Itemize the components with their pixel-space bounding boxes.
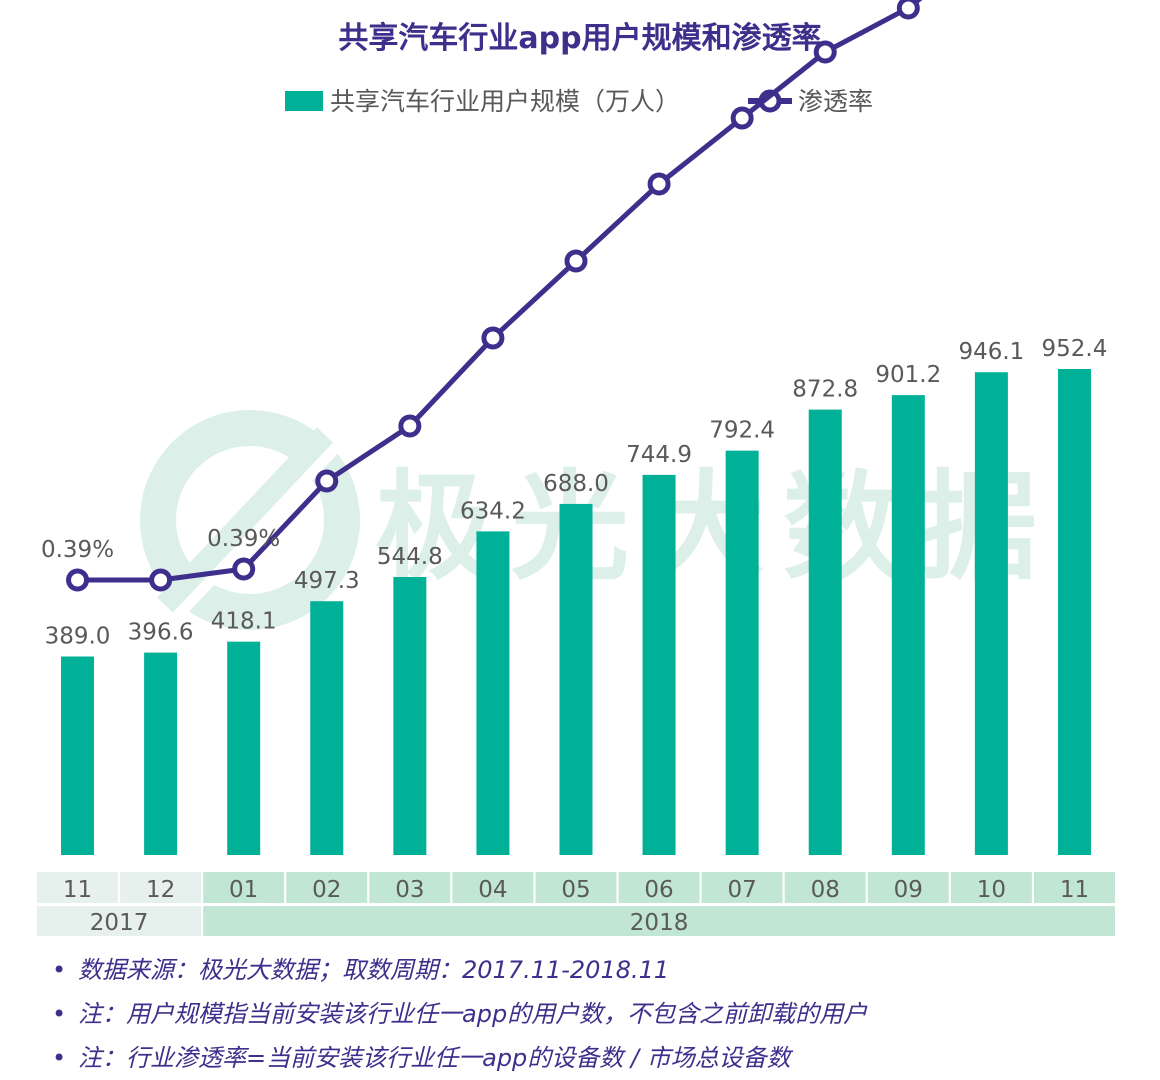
bar-11: [974, 372, 1008, 855]
bar-value-label-11: 946.1: [958, 339, 1024, 365]
line-point-4: [398, 414, 422, 438]
line-point-9: [813, 40, 837, 64]
month-tick-label-7: 06: [644, 877, 673, 903]
month-tick-label-5: 04: [478, 877, 507, 903]
month-cell-0: [35, 870, 121, 905]
bar-value-label-6: 688.0: [543, 471, 609, 497]
month-tick-label-2: 01: [229, 877, 258, 903]
chart-title: 共享汽车行业app用户规模和渗透率: [338, 21, 821, 56]
month-cell-1: [118, 870, 204, 905]
month-tick-label-3: 02: [312, 877, 341, 903]
month-tick-label-1: 12: [146, 877, 175, 903]
bar-10: [891, 395, 925, 855]
month-tick-label-12: 11: [1060, 877, 1089, 903]
bar-value-label-9: 872.8: [792, 377, 858, 403]
bar-6: [559, 503, 593, 855]
line-point-0: [66, 568, 90, 592]
note-source: • 数据来源：极光大数据；取数周期：2017.11-2018.11: [52, 956, 670, 984]
legend: 共享汽车行业用户规模（万人） 渗透率: [285, 87, 873, 116]
bar-12: [1057, 369, 1091, 855]
line-point-2: [232, 557, 256, 581]
note-penetration: • 注：行业渗透率=当前安装该行业任一app的设备数 / 市场总设备数: [52, 1044, 791, 1072]
bar-4: [393, 576, 427, 855]
bar-2: [227, 641, 261, 855]
line-point-10: [896, 0, 920, 20]
month-tick-label-10: 09: [894, 877, 923, 903]
bar-value-label-2: 418.1: [211, 609, 277, 635]
line-point-3: [315, 469, 339, 493]
month-cell-3: [284, 870, 370, 905]
line-value-label-0: 0.39%: [41, 537, 114, 563]
bar-value-label-12: 952.4: [1042, 336, 1108, 362]
legend-bar-label: 共享汽车行业用户规模（万人）: [330, 87, 680, 116]
month-tick-label-6: 05: [561, 877, 590, 903]
month-tick-label-4: 03: [395, 877, 424, 903]
year-cell-1: [201, 904, 1117, 938]
line-point-7: [647, 172, 671, 196]
line-point-1: [149, 568, 173, 592]
bar-7: [642, 474, 676, 855]
bar-value-label-0: 389.0: [45, 623, 111, 649]
line-value-label-2: 0.39%: [207, 526, 280, 552]
bar-value-label-8: 792.4: [709, 418, 775, 444]
bar-value-label-3: 497.3: [294, 568, 360, 594]
legend-line-label: 渗透率: [798, 87, 873, 116]
bar-5: [476, 531, 510, 855]
month-cell-4: [367, 870, 453, 905]
month-tick-label-9: 08: [811, 877, 840, 903]
month-tick-label-11: 10: [977, 877, 1006, 903]
year-label-0: 2017: [90, 910, 149, 936]
line-point-5: [481, 326, 505, 350]
month-tick-label-8: 07: [728, 877, 757, 903]
bar-8: [725, 450, 759, 855]
bar-3: [310, 601, 344, 855]
month-cell-9: [782, 870, 868, 905]
notes: • 数据来源：极光大数据；取数周期：2017.11-2018.11 • 注：用户规模…: [52, 948, 1132, 1080]
month-cell-12: [1031, 870, 1118, 905]
legend-bar-swatch: [285, 91, 323, 111]
bar-value-label-1: 396.6: [128, 620, 194, 646]
bar-value-label-4: 544.8: [377, 544, 443, 570]
line-point-8: [730, 106, 754, 130]
bar-9: [808, 409, 842, 855]
note-user-scale: • 注：用户规模指当前安装该行业任一app的用户数，不包含之前卸载的用户: [52, 1000, 868, 1028]
bar-value-label-5: 634.2: [460, 498, 526, 524]
line-point-6: [564, 249, 588, 273]
bar-0: [61, 656, 95, 855]
year-label-1: 2018: [630, 910, 689, 936]
bar-value-label-10: 901.2: [875, 362, 941, 388]
bar-1: [144, 652, 178, 855]
month-tick-label-0: 11: [63, 877, 92, 903]
bar-value-label-7: 744.9: [626, 442, 692, 468]
